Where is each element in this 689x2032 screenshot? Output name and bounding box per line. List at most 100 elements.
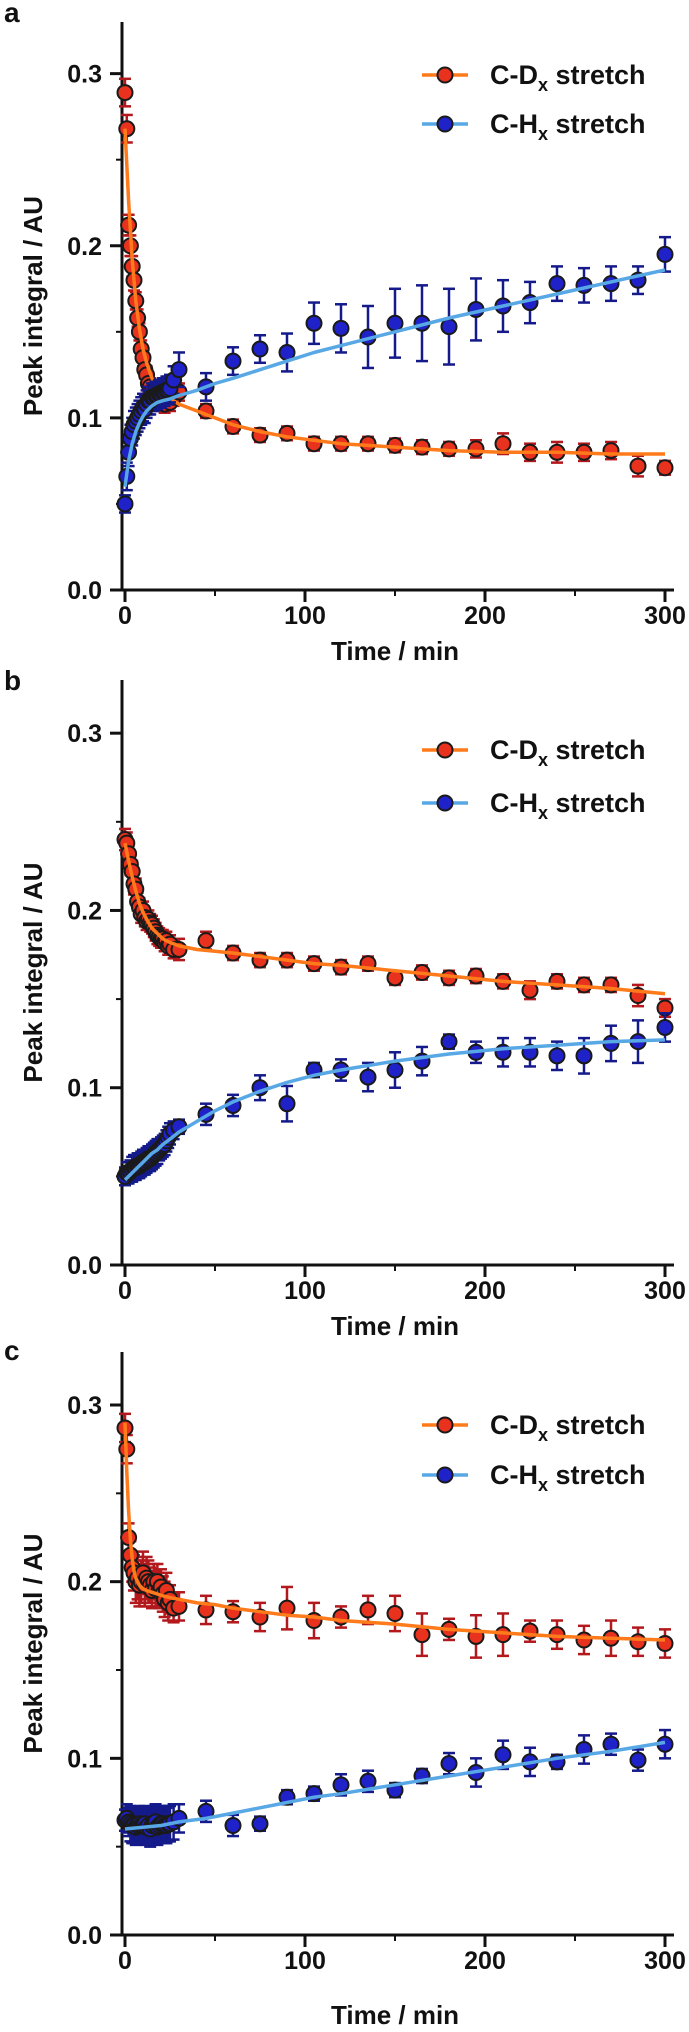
fit-line bbox=[123, 1422, 666, 1642]
data-point bbox=[359, 1772, 377, 1790]
data-point bbox=[386, 314, 404, 332]
data-point bbox=[197, 932, 215, 950]
panel-c: c 0.0 0.1 0.2 0.3 0 100 200 300 Time / min Peak in… bbox=[4, 1335, 686, 2030]
panel-letter: b bbox=[4, 665, 21, 696]
fit-line bbox=[123, 268, 666, 487]
data-point bbox=[602, 442, 620, 460]
data-point bbox=[629, 1633, 647, 1651]
legend-marker bbox=[436, 794, 454, 812]
y-tick-label: 0.2 bbox=[67, 1569, 102, 1597]
series-chx bbox=[116, 235, 674, 514]
data-point bbox=[116, 84, 134, 102]
legend-marker bbox=[436, 1466, 454, 1484]
x-axis-title: Time / min bbox=[331, 636, 459, 666]
data-point bbox=[224, 352, 242, 370]
y-axis-title: Peak integral / AU bbox=[18, 1533, 48, 1753]
x-tick-label: 0 bbox=[118, 602, 132, 630]
legend-label: C-Dx stretch bbox=[490, 1410, 646, 1445]
y-tick-label: 0.1 bbox=[67, 1745, 102, 1773]
data-point bbox=[332, 319, 350, 337]
data-point bbox=[386, 1604, 404, 1622]
data-point bbox=[170, 361, 188, 379]
y-tick-label: 0.3 bbox=[67, 61, 102, 89]
data-point bbox=[359, 1601, 377, 1619]
y-tick-label: 0.0 bbox=[67, 1922, 102, 1950]
fit-line bbox=[123, 1038, 666, 1182]
data-point bbox=[116, 495, 134, 513]
panel-a: a 0.0 0.1 0.2 0.3 0 100 200 300 Time / min Peak in… bbox=[4, 0, 686, 666]
series-cdx bbox=[116, 827, 674, 1019]
data-point bbox=[278, 1095, 296, 1113]
panel-letter: a bbox=[4, 0, 20, 28]
legend: C-Dx stretch C-Hx stretch bbox=[422, 1410, 646, 1495]
legend-marker bbox=[436, 741, 454, 759]
y-tick-label: 0.0 bbox=[67, 1252, 102, 1280]
legend: C-Dx stretch C-Hx stretch bbox=[422, 60, 646, 144]
legend-label: C-Hx stretch bbox=[490, 1460, 646, 1495]
data-point bbox=[467, 440, 485, 458]
legend-label: C-Hx stretch bbox=[490, 788, 646, 823]
legend-label: C-Dx stretch bbox=[490, 735, 646, 770]
legend: C-Dx stretch C-Hx stretch bbox=[422, 735, 646, 823]
y-tick-label: 0.2 bbox=[67, 897, 102, 925]
data-point bbox=[656, 245, 674, 263]
legend-marker bbox=[436, 66, 454, 84]
data-point bbox=[359, 1068, 377, 1086]
y-tick-label: 0.2 bbox=[67, 233, 102, 261]
x-tick-label: 100 bbox=[284, 1277, 326, 1305]
series-chx bbox=[116, 1728, 674, 1848]
y-tick-label: 0.1 bbox=[67, 1075, 102, 1103]
x-axis-title: Time / min bbox=[331, 1311, 459, 1341]
data-point bbox=[629, 457, 647, 475]
data-point bbox=[413, 1626, 431, 1644]
y-tick-label: 0.3 bbox=[67, 720, 102, 748]
data-point bbox=[251, 1815, 269, 1833]
x-tick-label: 0 bbox=[118, 1947, 132, 1975]
x-tick-label: 300 bbox=[644, 602, 686, 630]
y-tick-label: 0.0 bbox=[67, 577, 102, 605]
data-point bbox=[386, 1061, 404, 1079]
x-tick-label: 0 bbox=[118, 1277, 132, 1305]
data-point bbox=[656, 459, 674, 477]
data-point bbox=[332, 1776, 350, 1794]
legend-marker bbox=[436, 115, 454, 133]
y-tick-label: 0.1 bbox=[67, 405, 102, 433]
data-point bbox=[656, 1018, 674, 1036]
x-tick-label: 100 bbox=[284, 602, 326, 630]
panel-b: b 0.0 0.1 0.2 0.3 0 100 200 300 Time / min Peak in… bbox=[4, 665, 686, 1341]
data-point bbox=[440, 1755, 458, 1773]
y-axis-title: Peak integral / AU bbox=[18, 196, 48, 416]
data-point bbox=[224, 1816, 242, 1834]
x-tick-label: 300 bbox=[644, 1277, 686, 1305]
data-point bbox=[548, 1047, 566, 1065]
series-chx bbox=[116, 1012, 674, 1187]
data-point bbox=[440, 318, 458, 336]
legend-label: C-Hx stretch bbox=[490, 109, 646, 144]
data-point bbox=[494, 435, 512, 453]
data-point bbox=[494, 1746, 512, 1764]
legend-label: C-Dx stretch bbox=[490, 60, 646, 95]
data-point bbox=[251, 340, 269, 358]
data-point bbox=[467, 967, 485, 985]
x-tick-label: 300 bbox=[644, 1947, 686, 1975]
x-tick-label: 200 bbox=[464, 1277, 506, 1305]
fit-line bbox=[123, 842, 666, 996]
y-tick-label: 0.3 bbox=[67, 1392, 102, 1420]
fit-line bbox=[123, 128, 665, 456]
y-axis-title: Peak integral / AU bbox=[18, 862, 48, 1082]
panel-letter: c bbox=[4, 1335, 20, 1366]
x-tick-label: 100 bbox=[284, 1947, 326, 1975]
fit-line bbox=[124, 1740, 666, 1831]
data-point bbox=[548, 275, 566, 293]
data-point bbox=[575, 1047, 593, 1065]
x-axis-title: Time / min bbox=[331, 2000, 459, 2030]
series-cdx bbox=[116, 1412, 674, 1659]
legend-marker bbox=[436, 1416, 454, 1434]
x-tick-label: 200 bbox=[464, 1947, 506, 1975]
x-tick-label: 200 bbox=[464, 602, 506, 630]
data-point bbox=[575, 1631, 593, 1649]
data-point bbox=[440, 1033, 458, 1051]
data-point bbox=[629, 1751, 647, 1769]
data-point bbox=[305, 314, 323, 332]
